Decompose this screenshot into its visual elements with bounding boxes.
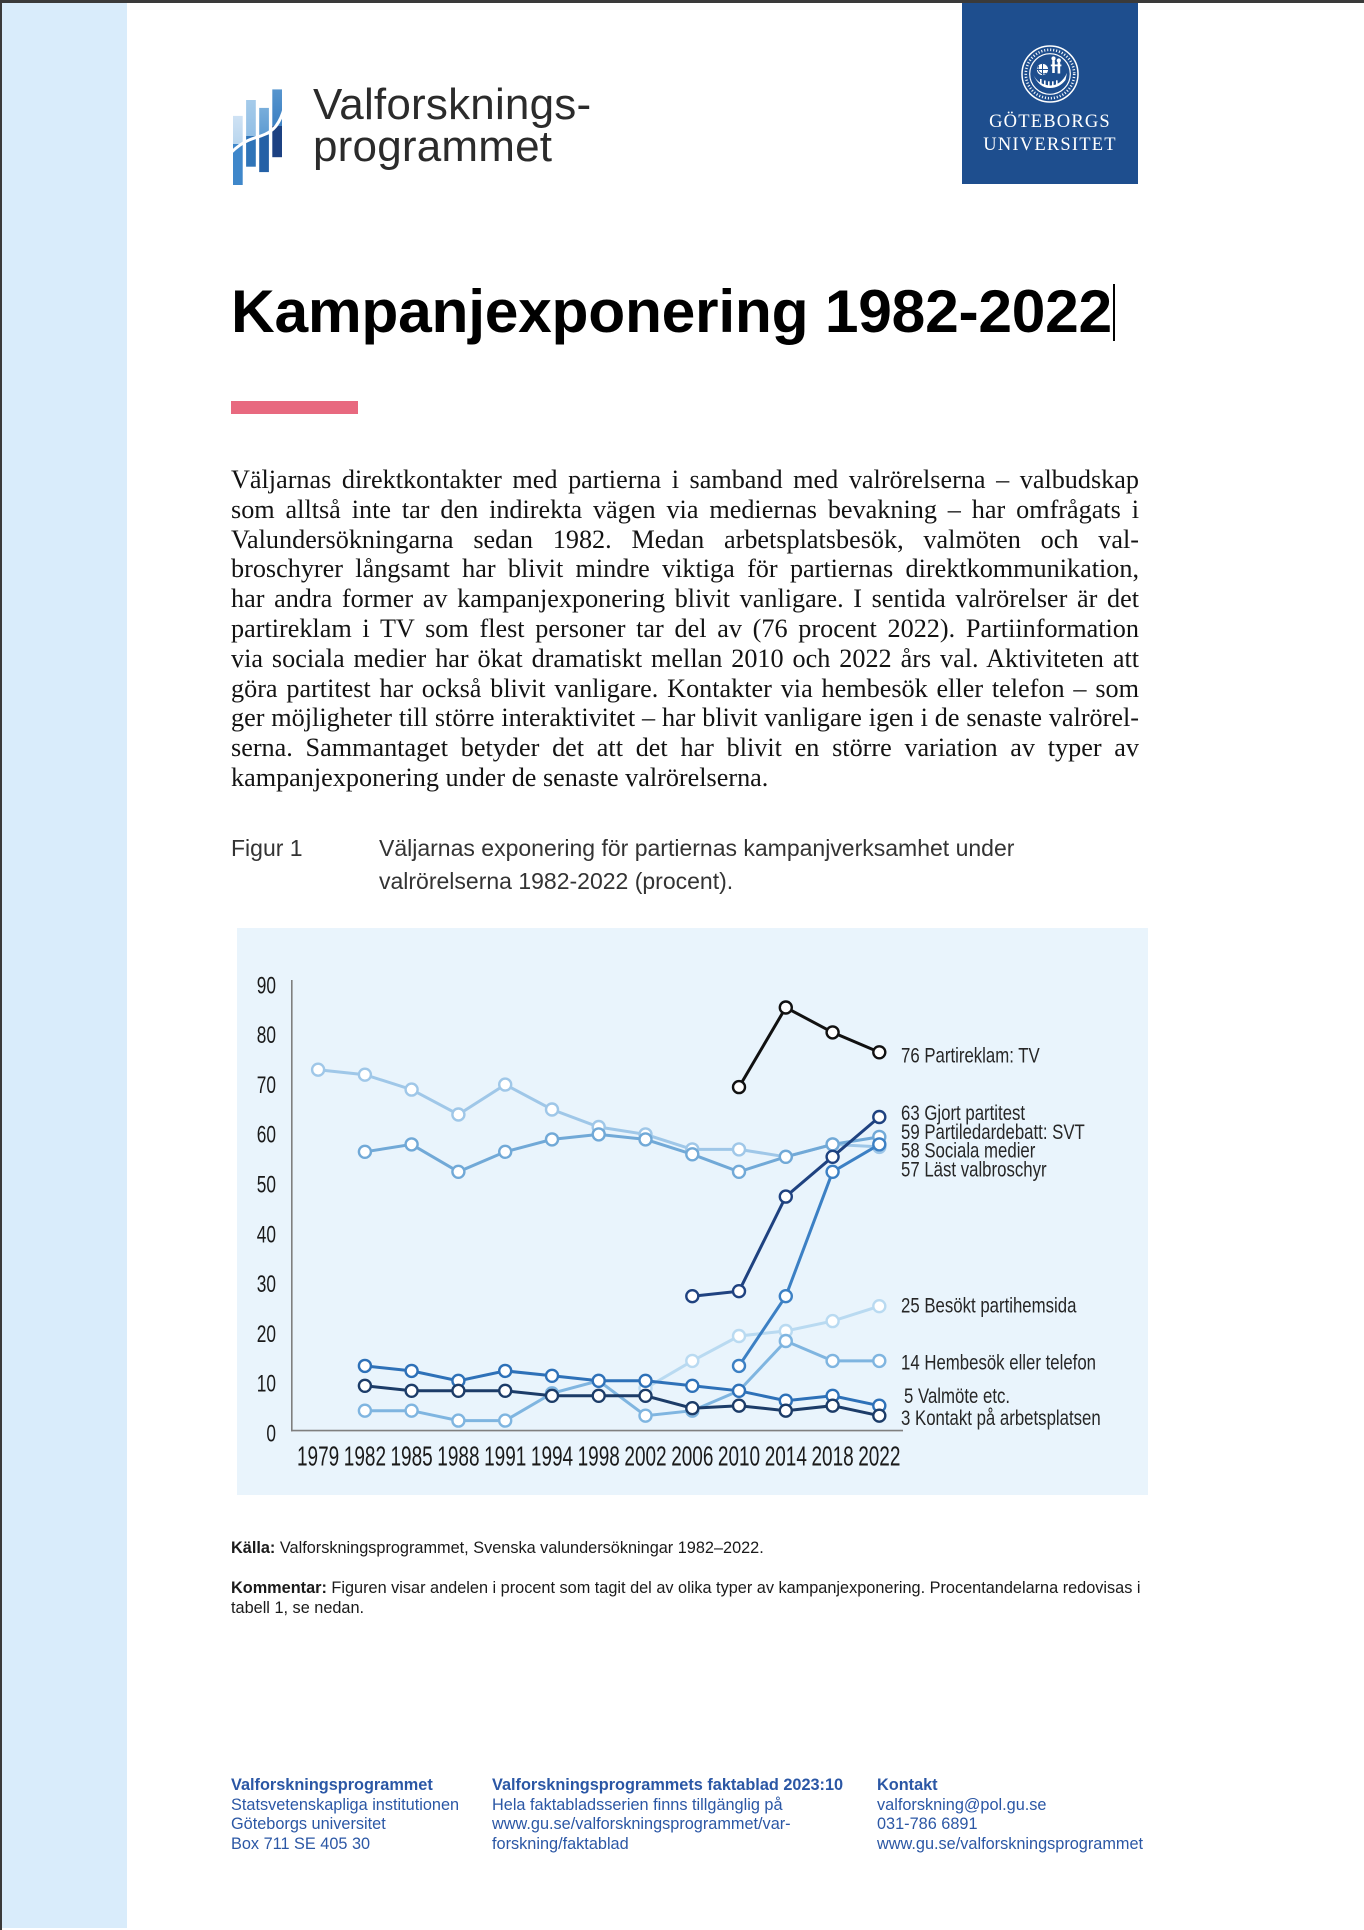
svg-text:70: 70 — [257, 1072, 276, 1098]
svg-text:90: 90 — [257, 973, 276, 999]
svg-text:2006: 2006 — [671, 1442, 713, 1472]
svg-text:60: 60 — [257, 1122, 276, 1148]
svg-text:30: 30 — [257, 1271, 276, 1297]
svg-text:1994: 1994 — [531, 1442, 573, 1472]
svg-text:2018: 2018 — [812, 1442, 854, 1472]
svg-text:2014: 2014 — [765, 1442, 807, 1472]
svg-text:14 Hembesök eller telefon: 14 Hembesök eller telefon — [901, 1352, 1096, 1375]
svg-text:2010: 2010 — [718, 1442, 760, 1472]
svg-text:25 Besökt partihemsida: 25 Besökt partihemsida — [901, 1295, 1077, 1318]
svg-text:2002: 2002 — [624, 1442, 666, 1472]
svg-text:1985: 1985 — [391, 1442, 433, 1472]
svg-text:57 Läst valbroschyr: 57 Läst valbroschyr — [901, 1159, 1047, 1182]
svg-text:50: 50 — [257, 1172, 276, 1198]
svg-text:3 Kontakt på arbetsplatsen: 3 Kontakt på arbetsplatsen — [901, 1407, 1101, 1430]
svg-text:0: 0 — [266, 1421, 276, 1447]
svg-text:63 Gjort partitest: 63 Gjort partitest — [901, 1103, 1026, 1126]
svg-text:20: 20 — [257, 1321, 276, 1347]
svg-text:80: 80 — [257, 1023, 276, 1049]
svg-text:58 Sociala medier: 58 Sociala medier — [901, 1140, 1036, 1163]
svg-text:1982: 1982 — [344, 1442, 386, 1472]
svg-text:1998: 1998 — [578, 1442, 620, 1472]
svg-text:5 Valmöte etc.: 5 Valmöte etc. — [904, 1385, 1010, 1408]
svg-text:59 Partiledardebatt: SVT: 59 Partiledardebatt: SVT — [901, 1121, 1085, 1144]
svg-text:2022: 2022 — [858, 1442, 900, 1472]
svg-text:1991: 1991 — [484, 1442, 526, 1472]
svg-text:1979: 1979 — [297, 1442, 339, 1472]
svg-text:10: 10 — [257, 1371, 276, 1397]
svg-text:76 Partireklam: TV: 76 Partireklam: TV — [901, 1045, 1040, 1068]
svg-text:40: 40 — [257, 1222, 276, 1248]
svg-text:1988: 1988 — [437, 1442, 479, 1472]
